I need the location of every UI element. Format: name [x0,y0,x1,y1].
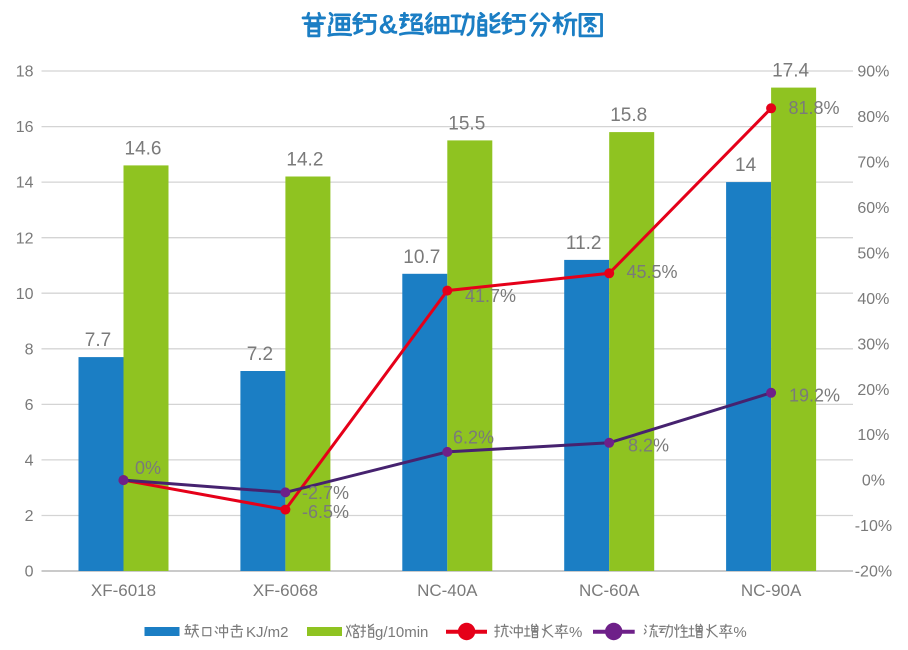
svg-text:4: 4 [25,453,34,470]
svg-text:KJ/m2: KJ/m2 [246,624,289,641]
svg-text:-10%: -10% [855,518,892,535]
svg-text:14.2: 14.2 [286,150,323,171]
svg-text:6.2%: 6.2% [453,427,494,447]
svg-text:10%: 10% [857,427,889,444]
svg-text:7.7: 7.7 [85,330,111,351]
svg-text:40%: 40% [857,291,889,308]
svg-text:50%: 50% [857,246,889,263]
svg-text:17.4: 17.4 [772,61,809,82]
svg-text:%: % [733,624,746,641]
svg-text:30%: 30% [857,336,889,353]
svg-text:18: 18 [16,64,34,81]
svg-text:8: 8 [25,341,34,358]
svg-text:-2.7%: -2.7% [302,483,349,503]
svg-text:41.7%: 41.7% [465,286,516,306]
svg-text:&: & [379,10,399,40]
svg-text:7.2: 7.2 [247,344,273,365]
svg-text:XF-6018: XF-6018 [91,581,156,600]
svg-text:19.2%: 19.2% [789,385,840,405]
svg-text:90%: 90% [857,64,889,81]
svg-text:15.8: 15.8 [610,105,647,126]
svg-text:0: 0 [25,564,34,581]
svg-text:0%: 0% [135,458,161,478]
svg-text:6: 6 [25,397,34,414]
svg-text:81.8%: 81.8% [789,98,840,118]
svg-text:10: 10 [16,286,34,303]
svg-text:NC-40A: NC-40A [417,581,478,600]
svg-text:11.2: 11.2 [566,233,602,254]
svg-text:15.5: 15.5 [448,113,485,134]
svg-text:g/10min: g/10min [375,624,428,641]
svg-text:%: % [569,624,582,641]
svg-text:16: 16 [16,119,34,136]
svg-text:12: 12 [16,230,34,247]
svg-text:80%: 80% [857,109,889,126]
svg-text:14: 14 [16,175,34,192]
svg-text:14.6: 14.6 [125,138,162,159]
svg-text:14: 14 [735,155,757,176]
svg-text:60%: 60% [857,200,889,217]
svg-text:-6.5%: -6.5% [302,502,349,522]
svg-text:70%: 70% [857,155,889,172]
svg-text:20%: 20% [857,382,889,399]
svg-text:2: 2 [25,508,34,525]
svg-text:10.7: 10.7 [403,247,440,268]
svg-text:45.5%: 45.5% [627,262,678,282]
svg-text:NC-90A: NC-90A [741,581,802,600]
svg-text:-20%: -20% [855,564,892,581]
svg-text:8.2%: 8.2% [628,435,669,455]
svg-text:XF-6068: XF-6068 [253,581,318,600]
svg-text:0%: 0% [862,473,885,490]
svg-text:NC-60A: NC-60A [579,581,640,600]
